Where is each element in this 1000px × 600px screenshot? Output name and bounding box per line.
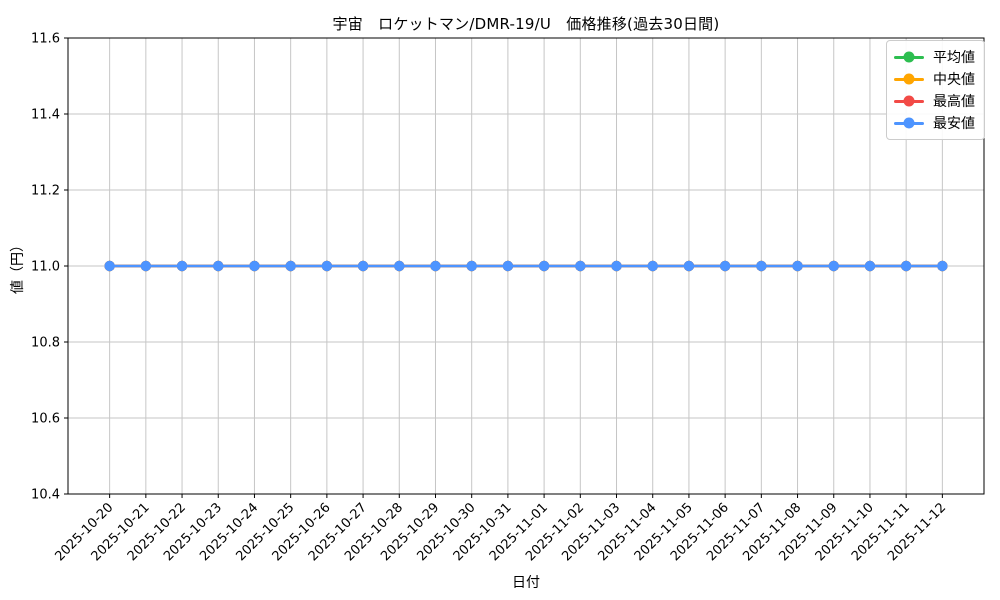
legend-label: 最高値	[933, 94, 975, 110]
y-tick-label: 10.4	[31, 488, 60, 503]
legend-marker-icon	[894, 117, 924, 129]
series-marker-最安値	[792, 260, 803, 272]
legend-item-最高値: 最高値	[894, 90, 975, 112]
series-marker-最安値	[285, 260, 296, 272]
series-marker-最安値	[176, 260, 188, 272]
legend-item-最安値: 最安値	[894, 112, 975, 134]
series-marker-最安値	[466, 260, 477, 272]
chart-title: 宇宙 ロケットマン/DMR-19/U 価格推移(過去30日間)	[332, 15, 720, 33]
y-tick-label: 10.8	[31, 336, 60, 351]
legend-item-平均値: 平均値	[894, 46, 975, 68]
y-tick-label: 11.6	[31, 32, 60, 47]
series-marker-最安値	[357, 260, 369, 272]
series-marker-最安値	[719, 260, 731, 272]
y-axis-title: 値（円）	[10, 238, 26, 294]
legend-label: 中央値	[933, 72, 975, 88]
x-axis-title: 日付	[512, 575, 540, 591]
series-marker-最安値	[104, 260, 115, 272]
series-marker-最安値	[575, 260, 586, 272]
series-marker-最安値	[828, 260, 839, 272]
legend-item-中央値: 中央値	[894, 68, 975, 90]
series-marker-最安値	[394, 260, 405, 272]
legend-label: 最安値	[933, 116, 975, 132]
series-marker-最安値	[249, 260, 260, 272]
series-marker-最安値	[430, 260, 441, 272]
series-marker-最安値	[647, 260, 658, 272]
series-marker-最安値	[683, 260, 695, 272]
legend: 平均値中央値最高値最安値	[886, 40, 985, 140]
legend-marker-icon	[894, 51, 924, 63]
series-marker-最安値	[611, 260, 622, 272]
y-tick-label: 10.6	[31, 412, 60, 427]
series-marker-最安値	[900, 260, 912, 272]
series-marker-最安値	[864, 260, 876, 272]
series-marker-最安値	[538, 260, 550, 272]
series-marker-最安値	[321, 260, 333, 272]
series-marker-最安値	[140, 260, 152, 272]
series-marker-最安値	[756, 260, 767, 272]
legend-marker-icon	[894, 95, 924, 107]
legend-marker-icon	[894, 73, 924, 85]
series-marker-最安値	[502, 260, 514, 272]
series-marker-最安値	[937, 260, 948, 272]
y-tick-label: 11.2	[31, 184, 60, 199]
y-tick-label: 11.0	[31, 260, 60, 275]
series-marker-最安値	[213, 260, 224, 272]
legend-label: 平均値	[933, 50, 975, 66]
y-tick-label: 11.4	[31, 108, 60, 123]
